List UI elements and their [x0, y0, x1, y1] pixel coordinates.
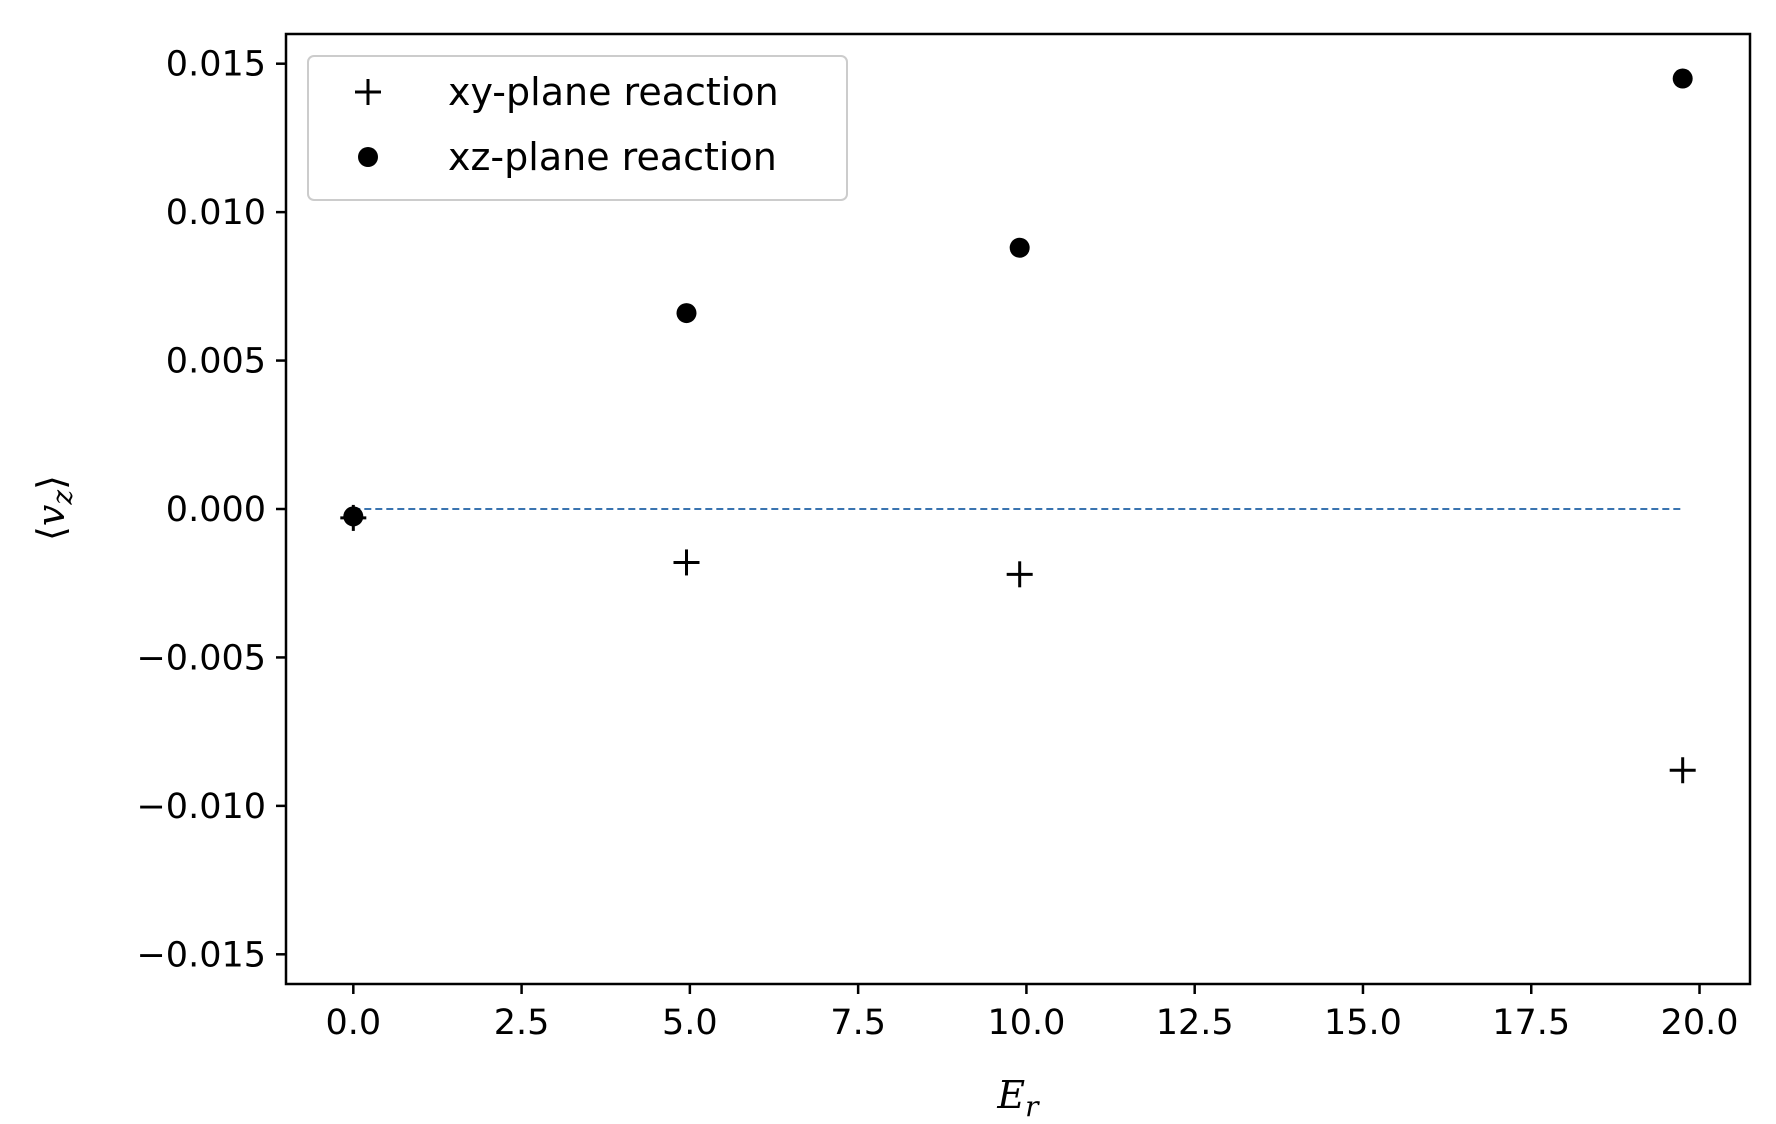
data-marks-layer	[340, 68, 1696, 784]
x-tick-label: 15.0	[1324, 1003, 1402, 1043]
x-tick-label: 2.5	[494, 1003, 550, 1043]
xz-plane-point	[676, 303, 697, 324]
x-tick-label: 20.0	[1661, 1003, 1739, 1043]
y-axis-ticks: 0.015 0.010 0.005 0.000 −0.005 −0.010 −0.015	[136, 45, 286, 975]
x-axis-title-main: E	[996, 1073, 1025, 1117]
y-axis-title: ⟨vz⟩	[29, 475, 79, 541]
legend-label-xy-plane: xy-plane reaction	[448, 70, 779, 114]
y-tick-label: −0.005	[136, 638, 266, 678]
x-tick-label: 17.5	[1492, 1003, 1570, 1043]
y-tick-label: −0.015	[136, 935, 266, 975]
x-tick-label: 7.5	[830, 1003, 886, 1043]
xy-plane-point	[673, 549, 700, 576]
y-tick-label: 0.010	[166, 193, 266, 233]
y-tick-label: 0.015	[166, 45, 266, 85]
legend-label-xz-plane: xz-plane reaction	[448, 135, 777, 179]
xz-plane-point	[1009, 237, 1030, 258]
legend-marker-circle	[358, 147, 378, 167]
y-axis-title-subscript: z	[46, 490, 79, 506]
xy-plane-point	[1669, 757, 1696, 784]
legend: xy-plane reaction xz-plane reaction	[307, 55, 848, 201]
y-tick-label: 0.000	[166, 490, 266, 530]
y-axis-title-open-bracket: ⟨	[29, 526, 73, 541]
y-axis-title-main: v	[29, 504, 73, 526]
x-tick-label: 12.5	[1156, 1003, 1234, 1043]
xy-plane-point	[1006, 561, 1033, 588]
xz-plane-point	[1672, 68, 1693, 89]
x-tick-label: 5.0	[662, 1003, 718, 1043]
x-axis-ticks: 0.0 2.5 5.0 7.5 10.0 12.5 15.0 17.5 20.0	[325, 984, 1738, 1043]
y-axis-title-close-bracket: ⟩	[29, 475, 73, 490]
x-axis-title-subscript: r	[1025, 1090, 1040, 1123]
y-tick-label: 0.005	[166, 342, 266, 382]
x-axis-title: Er	[996, 1073, 1040, 1123]
xz-plane-point	[343, 506, 364, 527]
legend-box	[307, 55, 848, 201]
x-tick-label: 10.0	[987, 1003, 1065, 1043]
y-tick-label: −0.010	[136, 787, 266, 827]
legend-marker-plus	[355, 79, 381, 105]
x-tick-label: 0.0	[325, 1003, 381, 1043]
